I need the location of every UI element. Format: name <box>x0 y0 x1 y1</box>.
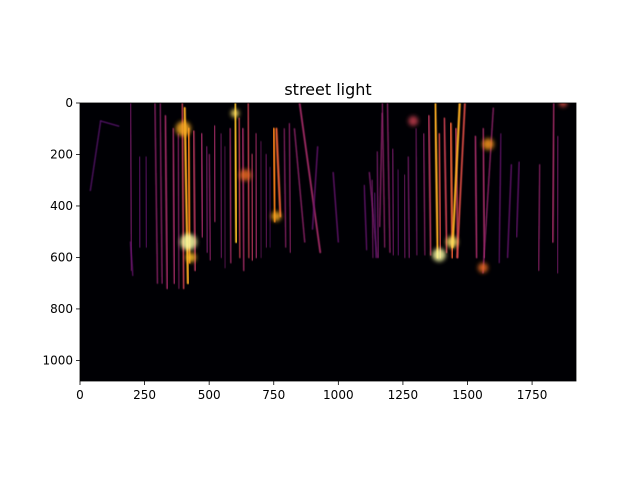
y-tick-label-3: 600 <box>50 250 73 264</box>
x-tick-label-6: 1500 <box>452 388 483 402</box>
y-axis: 0 200 400 600 800 1000 <box>42 96 80 367</box>
plot-background <box>80 103 576 381</box>
light-glow-8 <box>478 263 488 273</box>
light-stroke-18 <box>214 126 215 221</box>
light-glow-10 <box>408 116 418 126</box>
light-stroke-46 <box>404 175 405 257</box>
y-tick-label-5: 1000 <box>42 353 73 367</box>
x-tick-label-1: 250 <box>133 388 156 402</box>
x-tick-label-0: 0 <box>76 388 84 402</box>
light-stroke-30 <box>270 167 271 247</box>
x-tick-label-7: 1750 <box>517 388 548 402</box>
x-tick-label-2: 500 <box>198 388 221 402</box>
y-tick-label-2: 400 <box>50 199 73 213</box>
x-tick-label-3: 750 <box>262 388 285 402</box>
chart-title: street light <box>284 80 371 99</box>
x-axis: 0 250 500 750 1000 1250 1500 1750 <box>76 381 547 402</box>
light-stroke-20 <box>225 147 226 268</box>
light-glow-5 <box>432 248 445 261</box>
light-glow-9 <box>240 169 252 181</box>
light-glow-6 <box>446 236 458 248</box>
light-glow-3 <box>231 109 239 117</box>
light-glow-4 <box>271 211 281 221</box>
light-stroke-19 <box>221 134 222 258</box>
light-glow-1 <box>186 252 196 262</box>
y-tick-label-0: 0 <box>65 96 73 110</box>
light-stroke-28 <box>261 142 262 258</box>
light-stroke-68 <box>557 136 558 272</box>
light-glow-2 <box>176 121 191 136</box>
x-tick-label-4: 1000 <box>323 388 354 402</box>
light-stroke-26 <box>252 154 253 260</box>
light-stroke-5 <box>146 157 147 247</box>
x-tick-label-5: 1250 <box>388 388 419 402</box>
light-stroke-29 <box>266 154 267 247</box>
y-tick-label-4: 800 <box>50 302 73 316</box>
light-stroke-27 <box>256 134 257 258</box>
light-glow-7 <box>482 138 494 150</box>
light-glow-0 <box>180 234 197 251</box>
light-stroke-16 <box>207 147 208 253</box>
light-stroke-45 <box>398 170 399 255</box>
y-tick-label-1: 200 <box>50 147 73 161</box>
light-stroke-31 <box>274 129 275 222</box>
light-stroke-4 <box>139 157 140 247</box>
